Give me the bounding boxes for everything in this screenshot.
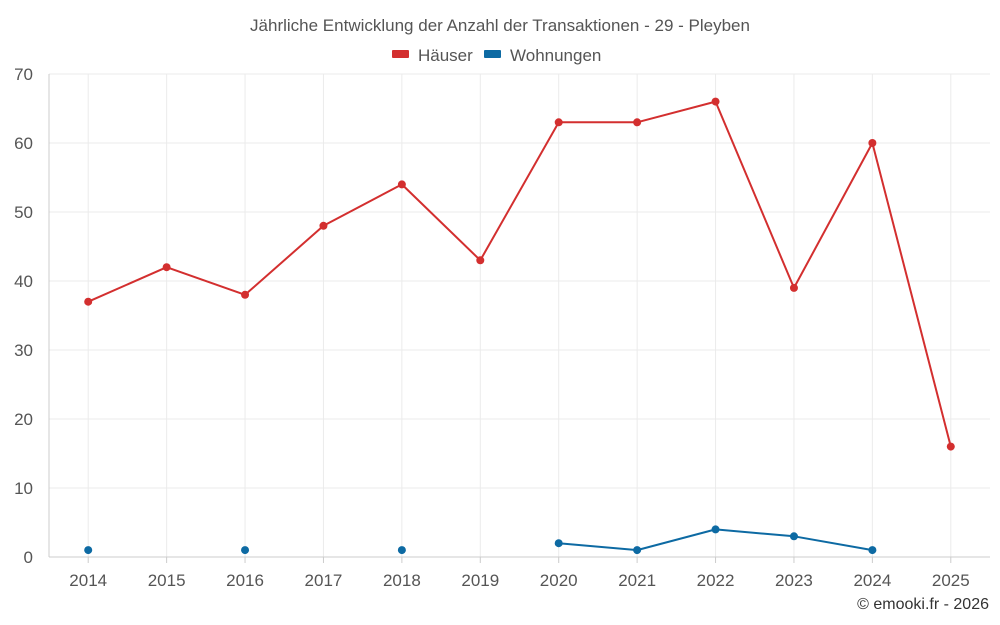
data-point-hauser-2025[interactable]: [946, 442, 955, 451]
x-tick-label: 2024: [853, 571, 891, 590]
chart-title: Jährliche Entwicklung der Anzahl der Tra…: [250, 16, 750, 35]
data-point-hauser-2024[interactable]: [868, 139, 877, 147]
data-point-hauser-2019[interactable]: [476, 256, 485, 265]
x-tick-label: 2019: [461, 571, 499, 590]
data-point-hauser-2023[interactable]: [789, 283, 798, 292]
axes: 0 10 20 30 40 50 60 70 2014 2015 2016 2017 2018 2019 2…: [14, 65, 990, 590]
y-tick-label: 40: [14, 272, 33, 291]
line-segment-hauser: [871, 142, 952, 448]
x-tick-label: 2021: [618, 571, 656, 590]
x-tick-label: 2020: [540, 571, 578, 590]
data-point-wohnungen-2018[interactable]: [397, 546, 406, 555]
y-tick-label: 60: [14, 134, 33, 153]
legend-item-hauser[interactable]: Häuser: [392, 46, 473, 65]
line-segment-hauser: [792, 142, 874, 289]
y-tick-label: 30: [14, 341, 33, 360]
series: [84, 97, 955, 555]
data-point-wohnungen-2021[interactable]: [633, 546, 642, 555]
legend-label-hauser: Häuser: [418, 46, 473, 65]
credit-text[interactable]: © emooki.fr - 2026: [857, 596, 989, 613]
y-tick-label: 70: [14, 65, 33, 84]
line-segment-hauser: [714, 100, 795, 289]
data-point-hauser-2015[interactable]: [162, 263, 171, 272]
line-segment-wohnungen: [792, 535, 874, 552]
data-point-hauser-2021[interactable]: [633, 118, 642, 127]
data-point-hauser-2016[interactable]: [241, 290, 250, 299]
x-tick-label: 2023: [775, 571, 813, 590]
data-point-wohnungen-2014[interactable]: [84, 546, 93, 555]
x-tick-label: 2022: [697, 571, 735, 590]
x-tick-label: 2016: [226, 571, 264, 590]
data-point-hauser-2022[interactable]: [711, 97, 720, 106]
line-segment-hauser: [479, 121, 560, 262]
x-tick-label: 2014: [69, 571, 107, 590]
gridlines: [49, 73, 990, 557]
data-point-wohnungen-2024[interactable]: [868, 546, 877, 555]
line-segment-hauser: [244, 224, 325, 296]
y-tick-label: 20: [14, 410, 33, 429]
data-point-wohnungen-2020[interactable]: [554, 539, 563, 548]
data-point-wohnungen-2022[interactable]: [711, 525, 720, 534]
data-point-hauser-2018[interactable]: [397, 180, 406, 189]
line-segment-hauser: [400, 183, 482, 262]
y-tick-label: 10: [14, 479, 33, 498]
line-segment-wohnungen: [557, 542, 639, 552]
legend: Häuser Wohnungen: [392, 46, 601, 65]
line-segment-wohnungen: [636, 528, 717, 552]
line-segment-wohnungen: [714, 528, 795, 538]
x-tick-label: 2018: [383, 571, 421, 590]
line-segment-hauser: [165, 266, 247, 296]
x-tick-label: 2015: [148, 571, 186, 590]
data-point-hauser-2014[interactable]: [84, 297, 93, 306]
legend-swatch-hauser: [392, 50, 409, 58]
data-point-wohnungen-2016[interactable]: [241, 546, 250, 555]
line-segment-hauser: [322, 183, 403, 227]
line-segment-hauser: [87, 266, 168, 303]
y-tick-label: 50: [14, 203, 33, 222]
legend-label-wohnungen: Wohnungen: [510, 46, 601, 65]
x-tick-label: 2025: [932, 571, 970, 590]
legend-item-wohnungen[interactable]: Wohnungen: [484, 46, 601, 65]
x-tick-label: 2017: [305, 571, 343, 590]
data-point-hauser-2017[interactable]: [319, 221, 328, 230]
data-point-wohnungen-2023[interactable]: [789, 532, 798, 541]
legend-swatch-wohnungen: [484, 50, 501, 58]
data-point-hauser-2020[interactable]: [554, 118, 563, 127]
line-segment-hauser: [636, 100, 717, 124]
y-tick-label: 0: [24, 548, 33, 567]
